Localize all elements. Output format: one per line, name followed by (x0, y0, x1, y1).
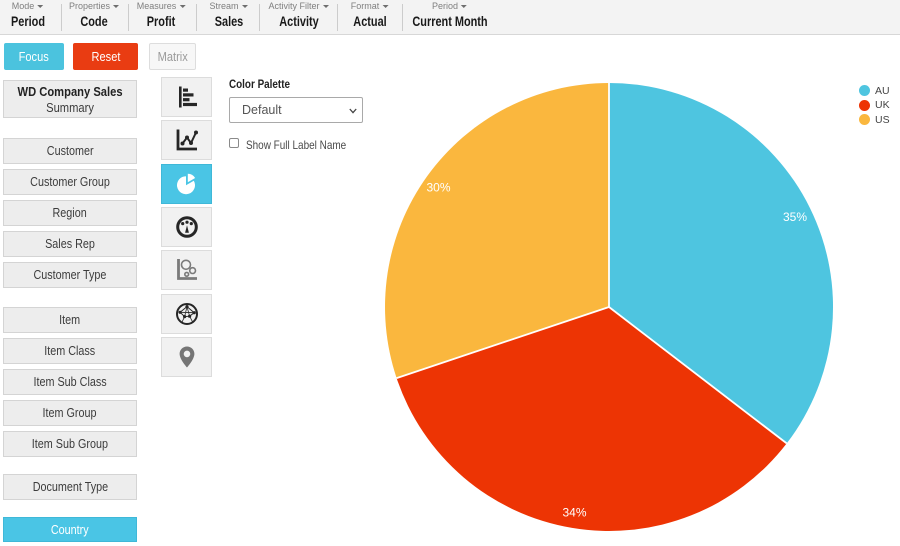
svg-text:34%: 34% (562, 506, 586, 520)
svg-text:30%: 30% (426, 181, 450, 195)
svg-text:35%: 35% (783, 210, 807, 224)
